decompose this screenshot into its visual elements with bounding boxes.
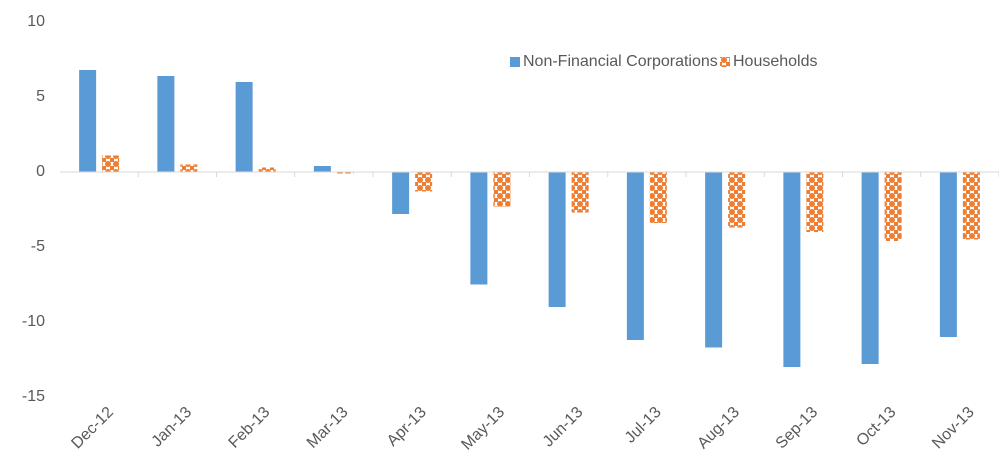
bar <box>806 172 824 232</box>
x-tick-label: Jun-13 <box>540 404 587 451</box>
bar <box>157 76 175 172</box>
y-tick-label: 5 <box>36 88 45 105</box>
y-tick-label: -15 <box>22 388 45 405</box>
x-tick-label: Mar-13 <box>304 404 352 452</box>
bar <box>79 70 97 172</box>
bar <box>102 155 120 172</box>
bar <box>258 167 276 172</box>
bar <box>180 164 198 172</box>
x-tick-label: Sep-13 <box>773 404 822 453</box>
bar <box>962 172 980 240</box>
bar <box>571 172 589 213</box>
bar <box>884 172 902 241</box>
legend-swatch <box>510 57 520 67</box>
x-tick-label: Aug-13 <box>694 404 743 453</box>
x-tick-label: Feb-13 <box>226 404 274 452</box>
bar <box>861 172 879 364</box>
legend-swatch <box>720 57 730 67</box>
bar <box>649 172 667 223</box>
y-tick-label: 0 <box>36 163 45 180</box>
x-tick-label: Oct-13 <box>853 404 899 450</box>
bar <box>705 172 723 348</box>
legend-label: Non-Financial Corporations <box>523 53 718 70</box>
x-tick-label: Jan-13 <box>149 404 196 451</box>
x-tick-label: Apr-13 <box>384 404 430 450</box>
x-tick-label: Jul-13 <box>622 404 665 447</box>
bar <box>728 172 746 228</box>
bar <box>392 172 410 214</box>
bar <box>939 172 957 337</box>
bar <box>336 172 354 174</box>
y-tick-label: 10 <box>27 13 45 30</box>
bar <box>783 172 801 367</box>
y-tick-label: -10 <box>22 313 45 330</box>
x-tick-label: Nov-13 <box>929 404 978 453</box>
bar <box>415 172 433 192</box>
bar <box>235 82 253 172</box>
x-tick-label: Dec-12 <box>68 404 117 453</box>
bar <box>626 172 644 340</box>
bar <box>493 172 511 207</box>
legend-label: Households <box>733 53 818 70</box>
y-tick-label: -5 <box>31 238 45 255</box>
bar <box>470 172 488 285</box>
bar <box>548 172 566 307</box>
x-tick-label: May-13 <box>458 404 508 454</box>
bar <box>313 166 331 172</box>
